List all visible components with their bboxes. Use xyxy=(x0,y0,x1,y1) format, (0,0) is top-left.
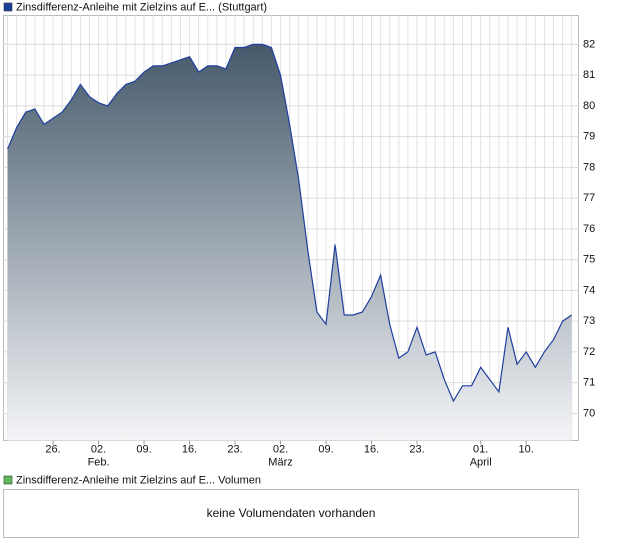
x-month-label: April xyxy=(470,456,492,468)
y-tick-label: 76 xyxy=(583,223,595,235)
x-tick-label: 16. xyxy=(182,443,197,455)
x-tick-label: 09. xyxy=(318,443,333,455)
watermark: CHECK xyxy=(309,226,389,251)
y-tick-label: 79 xyxy=(583,131,595,143)
y-tick-label: 74 xyxy=(583,284,595,296)
y-tick-label: 73 xyxy=(583,315,595,327)
area xyxy=(7,44,572,441)
y-tick-label: 81 xyxy=(583,69,595,81)
y-tick-label: 80 xyxy=(583,100,595,112)
y-tick-label: 78 xyxy=(583,161,595,173)
legend-label: Zinsdifferenz-Anleihe mit Zielzins auf E… xyxy=(16,1,267,13)
x-tick-label: 26. xyxy=(45,443,60,455)
x-tick-label: 23. xyxy=(227,443,242,455)
x-tick-label: 02. xyxy=(273,443,288,455)
x-month-label: März xyxy=(268,456,292,468)
legend-label: Zinsdifferenz-Anleihe mit Zielzins auf E… xyxy=(16,474,261,486)
x-tick-label: 23. xyxy=(409,443,424,455)
x-month-label: Feb. xyxy=(88,456,110,468)
volume-message: keine Volumendaten vorhanden xyxy=(207,506,376,520)
y-tick-label: 82 xyxy=(583,38,595,50)
legend-swatch xyxy=(3,2,13,12)
x-tick-label: 10. xyxy=(519,443,534,455)
x-tick-label: 02. xyxy=(91,443,106,455)
x-tick-label: 16. xyxy=(364,443,379,455)
y-tick-label: 72 xyxy=(583,346,595,358)
y-tick-label: 70 xyxy=(583,407,595,419)
volume-frame xyxy=(3,489,579,538)
y-tick-label: 77 xyxy=(583,192,595,204)
x-tick-label: 01. xyxy=(473,443,488,455)
x-tick-label: 09. xyxy=(136,443,151,455)
line xyxy=(7,43,573,403)
y-tick-label: 75 xyxy=(583,254,595,266)
legend-swatch xyxy=(3,475,13,485)
y-tick-label: 71 xyxy=(583,377,595,389)
